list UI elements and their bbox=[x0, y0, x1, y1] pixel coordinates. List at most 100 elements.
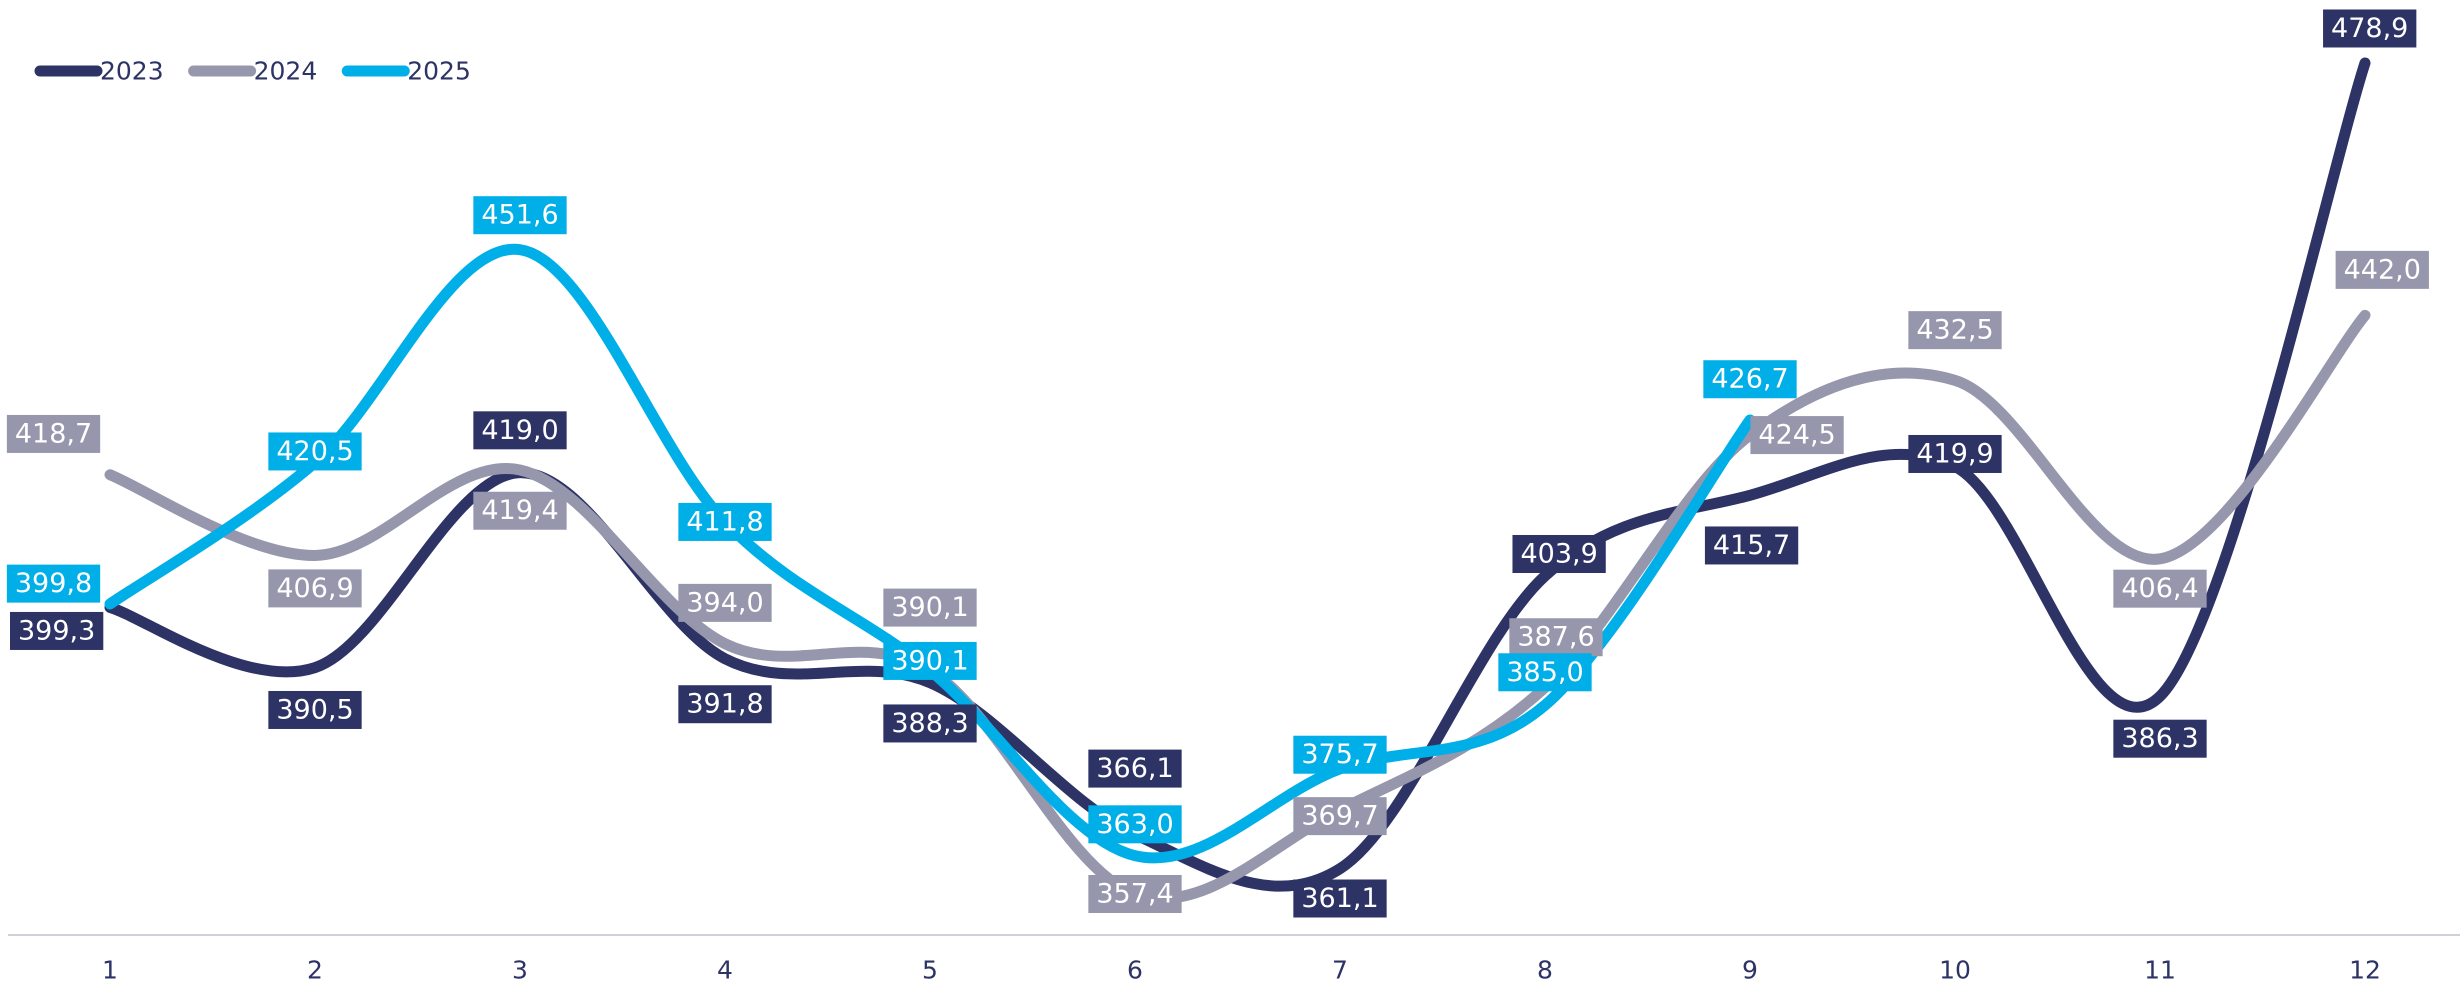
data-label: 388,3 bbox=[883, 704, 977, 743]
x-tick-label: 10 bbox=[1939, 956, 1971, 982]
data-label-text: 369,7 bbox=[1301, 801, 1378, 832]
data-label-box bbox=[2335, 250, 2429, 289]
legend-label: 2024 bbox=[254, 57, 318, 86]
x-tick-label: 5 bbox=[922, 956, 938, 982]
data-label-box bbox=[1293, 797, 1387, 836]
data-label: 366,1 bbox=[1088, 749, 1182, 788]
data-label-box bbox=[473, 491, 567, 530]
data-label-text: 399,3 bbox=[18, 615, 95, 646]
legend-label: 2025 bbox=[407, 57, 471, 86]
data-label-box bbox=[678, 583, 772, 622]
data-label: 451,6 bbox=[473, 196, 567, 235]
data-label-text: 388,3 bbox=[891, 708, 968, 739]
data-label-box bbox=[1293, 879, 1387, 918]
data-label-text: 390,1 bbox=[891, 592, 968, 623]
data-label-text: 415,7 bbox=[1713, 530, 1790, 561]
x-tick-label: 12 bbox=[2349, 956, 2381, 982]
x-tick-label: 11 bbox=[2144, 956, 2176, 982]
data-label-text: 426,7 bbox=[1711, 364, 1788, 395]
data-label: 386,3 bbox=[2113, 719, 2207, 758]
data-label-box bbox=[10, 611, 104, 650]
data-label-text: 403,9 bbox=[1520, 538, 1597, 569]
data-label-box bbox=[1908, 311, 2002, 350]
data-label-box bbox=[1293, 735, 1387, 774]
data-label-text: 361,1 bbox=[1301, 883, 1378, 914]
series-line bbox=[104, 57, 2371, 892]
data-label: 478,9 bbox=[2323, 9, 2417, 48]
data-label: 357,4 bbox=[1088, 875, 1182, 913]
data-label-text: 366,1 bbox=[1096, 753, 1173, 784]
data-label-text: 386,3 bbox=[2121, 723, 2198, 754]
data-label-text: 419,4 bbox=[481, 495, 558, 526]
data-label-box bbox=[1750, 416, 1844, 455]
x-tick-label: 2 bbox=[307, 956, 323, 982]
data-label-box bbox=[1088, 875, 1182, 913]
data-label-box bbox=[1509, 618, 1603, 657]
data-label-text: 406,4 bbox=[2121, 573, 2198, 604]
data-label-box bbox=[883, 704, 977, 743]
data-label: 361,1 bbox=[1293, 879, 1387, 918]
data-label-text: 399,8 bbox=[15, 568, 92, 599]
data-label-text: 387,6 bbox=[1517, 622, 1594, 653]
data-label-box bbox=[678, 502, 772, 541]
data-label-text: 432,5 bbox=[1916, 315, 1993, 346]
data-label: 390,5 bbox=[268, 690, 362, 729]
data-label-text: 451,6 bbox=[481, 200, 558, 231]
data-label-box bbox=[268, 690, 362, 729]
data-label: 411,8 bbox=[678, 502, 772, 541]
data-label-box bbox=[6, 564, 101, 603]
x-tick-label: 9 bbox=[1742, 956, 1758, 982]
data-label: 363,0 bbox=[1088, 805, 1182, 844]
data-label-text: 406,9 bbox=[276, 573, 353, 604]
data-label-text: 419,9 bbox=[1916, 438, 1993, 469]
data-label: 426,7 bbox=[1703, 360, 1797, 399]
data-label-box bbox=[1512, 534, 1606, 573]
data-label: 399,8 bbox=[6, 564, 101, 603]
data-label: 419,0 bbox=[473, 411, 567, 450]
data-label: 442,0 bbox=[2335, 250, 2429, 289]
data-label-text: 419,0 bbox=[481, 415, 558, 446]
data-label: 418,7 bbox=[6, 414, 101, 453]
data-label-text: 394,0 bbox=[686, 587, 763, 618]
data-label-text: 385,0 bbox=[1506, 657, 1583, 688]
data-label-box bbox=[2113, 719, 2207, 758]
data-label-text: 420,5 bbox=[276, 436, 353, 467]
data-label-text: 390,5 bbox=[276, 694, 353, 725]
data-label: 419,4 bbox=[473, 491, 567, 530]
data-label-text: 375,7 bbox=[1301, 739, 1378, 770]
data-label: 394,0 bbox=[678, 583, 772, 622]
data-label: 406,4 bbox=[2113, 569, 2207, 608]
data-label-text: 411,8 bbox=[686, 506, 763, 537]
data-label-box bbox=[268, 432, 362, 471]
x-tick-label: 1 bbox=[102, 956, 118, 982]
data-label-text: 357,4 bbox=[1096, 879, 1173, 910]
data-label: 375,7 bbox=[1293, 735, 1387, 774]
data-label-text: 390,1 bbox=[891, 645, 968, 676]
data-label-box bbox=[1908, 434, 2002, 473]
data-label: 406,9 bbox=[268, 569, 362, 608]
legend-label: 2023 bbox=[100, 57, 164, 86]
data-label: 390,1 bbox=[883, 641, 977, 680]
data-label-box bbox=[268, 569, 362, 608]
data-label-text: 424,5 bbox=[1758, 420, 1835, 451]
series-line bbox=[104, 309, 2371, 904]
data-label: 424,5 bbox=[1750, 416, 1844, 455]
data-label: 369,7 bbox=[1293, 797, 1387, 836]
data-label-box bbox=[473, 411, 567, 450]
data-label-box bbox=[6, 414, 101, 453]
data-label: 432,5 bbox=[1908, 311, 2002, 350]
data-label: 399,3 bbox=[10, 611, 104, 650]
x-tick-label: 6 bbox=[1127, 956, 1143, 982]
data-label: 391,8 bbox=[678, 685, 772, 724]
data-label-text: 478,9 bbox=[2331, 13, 2408, 44]
series-line bbox=[104, 244, 1756, 864]
x-tick-label: 7 bbox=[1332, 956, 1348, 982]
data-label-text: 442,0 bbox=[2344, 254, 2421, 285]
data-label-box bbox=[2113, 569, 2207, 608]
data-label: 390,1 bbox=[883, 588, 977, 627]
data-label-box bbox=[1088, 805, 1182, 844]
data-label: 420,5 bbox=[268, 432, 362, 471]
data-label: 415,7 bbox=[1704, 526, 1799, 565]
x-tick-label: 4 bbox=[717, 956, 733, 982]
